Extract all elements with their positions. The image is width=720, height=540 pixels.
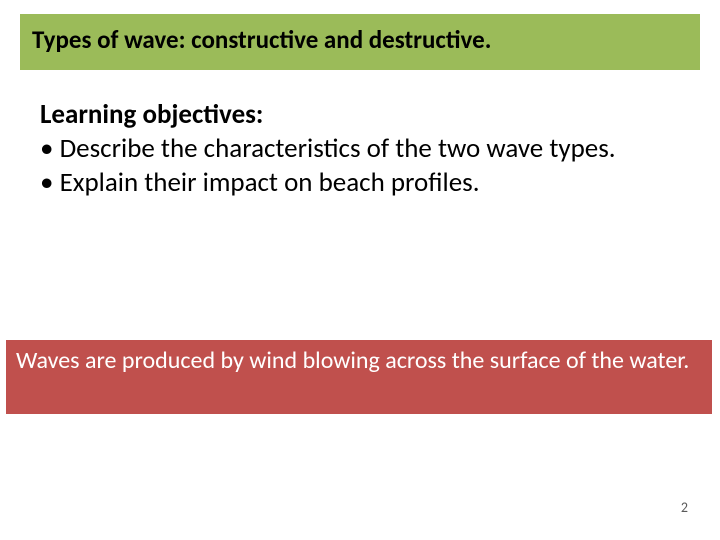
callout-banner: Waves are produced by wind blowing acros…	[6, 340, 712, 414]
objective-bullet-2: • Explain their impact on beach profiles…	[40, 166, 680, 200]
objective-bullet-1: • Describe the characteristics of the tw…	[40, 132, 680, 166]
title-bar: Types of wave: constructive and destruct…	[20, 14, 700, 70]
callout-text: Waves are produced by wind blowing acros…	[16, 346, 689, 375]
objective-text-1: Describe the characteristics of the two …	[60, 132, 616, 165]
objective-text-2: Explain their impact on beach profiles.	[60, 166, 480, 199]
slide-title: Types of wave: constructive and destruct…	[32, 24, 688, 55]
objectives-heading: Learning objectives:	[40, 98, 680, 132]
learning-objectives-block: Learning objectives: • Describe the char…	[40, 98, 680, 200]
objectives-body: • Describe the characteristics of the tw…	[40, 132, 680, 200]
page-number: 2	[681, 499, 688, 516]
